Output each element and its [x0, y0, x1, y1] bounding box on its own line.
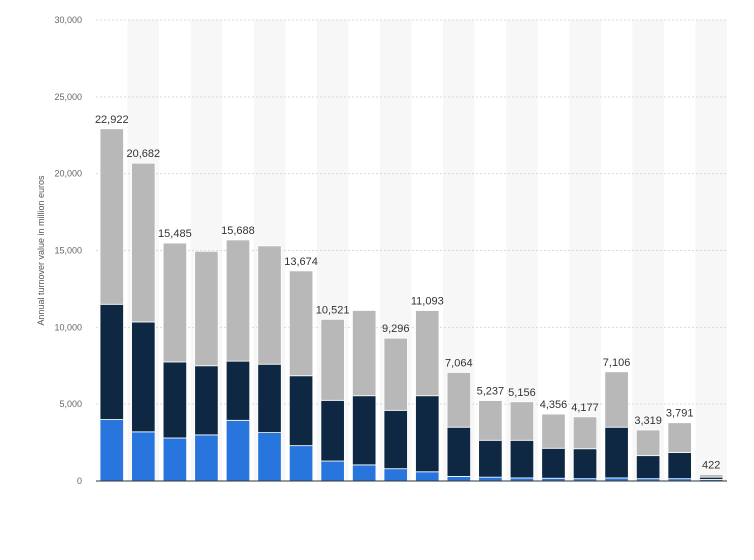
data-label-9: 9,296 [382, 323, 410, 335]
bar-segment-12-1 [478, 439, 503, 478]
data-label-15: 4,177 [571, 402, 599, 414]
data-label-11: 7,064 [445, 357, 473, 369]
bar-segment-3-2 [194, 250, 219, 367]
bar-segment-5-1 [257, 363, 282, 433]
bar-segment-0-0 [99, 419, 124, 482]
bar-segment-18-1 [667, 452, 692, 480]
bar-segment-10-2 [415, 310, 440, 397]
bar-segment-11-0 [446, 475, 471, 482]
bar-segment-15-2 [572, 416, 598, 450]
bar-segment-14-2 [541, 413, 566, 449]
y-tick-label-6: 30,000 [54, 15, 82, 25]
bar-segment-5-2 [257, 245, 282, 365]
bar-segment-14-1 [541, 447, 566, 479]
bar-segment-18-2 [667, 422, 692, 453]
bar-segment-4-2 [225, 239, 251, 362]
bar-segment-11-1 [446, 426, 471, 477]
data-label-1: 20,682 [126, 148, 160, 160]
bar-segment-4-1 [225, 360, 251, 421]
bar-segment-13-1 [509, 439, 535, 479]
bar-segment-2-2 [162, 242, 188, 363]
data-labels: 22,922 20,682 15,485 15,688 13,674 10,521 9,29… [95, 114, 720, 472]
data-label-6: 13,674 [284, 256, 318, 268]
y-axis-ticks: 0 5,000 10,000 15,000 20,000 25,000 30,000 [54, 15, 82, 486]
data-label-17: 3,319 [634, 415, 662, 427]
bar-segment-2-0 [162, 437, 188, 482]
bar-segment-1-0 [131, 431, 156, 482]
bar-segment-9-1 [383, 409, 408, 470]
bar-segment-6-0 [288, 445, 314, 482]
bars [99, 128, 724, 482]
bar-segment-5-0 [257, 432, 282, 482]
y-tick-label-3: 15,000 [54, 246, 82, 256]
bar-segment-16-1 [604, 426, 629, 479]
bar-segment-16-2 [604, 371, 629, 428]
bar-segment-15-1 [572, 448, 598, 480]
bar-segment-8-1 [352, 395, 377, 466]
bar-segment-1-1 [131, 321, 156, 433]
data-label-18: 3,791 [666, 408, 694, 420]
bar-segment-7-1 [320, 399, 345, 462]
y-axis-title: Annual turnover value in million euros [36, 175, 46, 326]
bar-segment-17-1 [635, 455, 661, 480]
bar-segment-3-1 [194, 365, 219, 436]
bar-segment-10-0 [415, 471, 440, 482]
data-label-12: 5,237 [477, 386, 505, 398]
data-label-7: 10,521 [316, 304, 350, 316]
data-label-10: 11,093 [411, 296, 444, 308]
bar-segment-12-0 [478, 476, 503, 482]
bar-segment-6-2 [288, 270, 314, 377]
bar-segment-0-1 [99, 303, 124, 420]
data-label-13: 5,156 [508, 387, 536, 399]
data-label-0: 22,922 [95, 114, 129, 126]
bar-segment-6-1 [288, 375, 314, 447]
bar-segment-12-2 [478, 400, 503, 441]
bar-segment-7-2 [320, 318, 345, 401]
y-tick-label-4: 20,000 [54, 169, 82, 179]
bar-segment-1-2 [131, 162, 156, 323]
bar-segment-0-2 [99, 128, 124, 305]
bar-segment-8-2 [352, 310, 377, 397]
bar-segment-9-0 [383, 468, 408, 482]
bar-segment-3-0 [194, 434, 219, 482]
bar-segment-2-1 [162, 361, 188, 439]
data-label-16: 7,106 [603, 357, 631, 369]
bar-segment-4-0 [225, 419, 251, 482]
bar-segment-13-2 [509, 401, 535, 441]
bar-segment-7-0 [320, 460, 345, 482]
bar-segment-19-2 [699, 474, 724, 478]
bar-segment-9-2 [383, 337, 408, 411]
data-label-4: 15,688 [221, 225, 255, 237]
bar-segment-10-1 [415, 395, 440, 473]
y-tick-label-0: 0 [77, 476, 82, 486]
bar-segment-11-2 [446, 372, 471, 428]
data-label-19: 422 [702, 460, 720, 472]
data-label-2: 15,485 [158, 228, 192, 240]
bar-segment-17-2 [635, 429, 661, 457]
y-tick-label-1: 5,000 [59, 399, 82, 409]
y-tick-label-2: 10,000 [54, 322, 82, 332]
data-label-14: 4,356 [540, 399, 568, 411]
bar-segment-8-0 [352, 464, 377, 482]
y-tick-label-5: 25,000 [54, 92, 82, 102]
